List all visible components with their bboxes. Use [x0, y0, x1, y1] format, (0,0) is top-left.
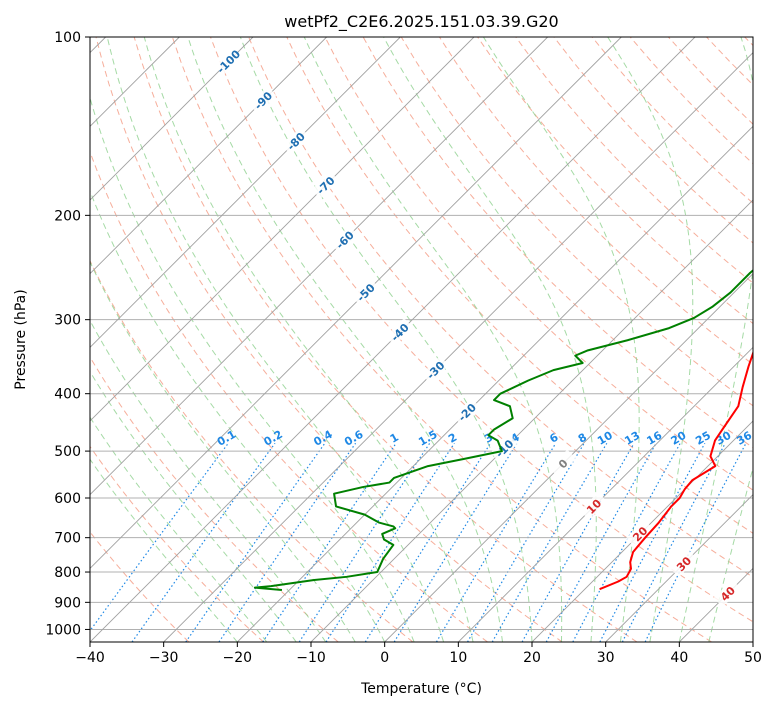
dry-adiabat-line — [133, 37, 638, 642]
mixing-ratio-line — [131, 442, 276, 642]
isotherm-label-background — [669, 549, 698, 578]
y-axis-label: Pressure (hPa) — [13, 289, 29, 389]
isotherm-line — [384, 273, 753, 642]
x-tick-label: −10 — [296, 650, 326, 666]
moist-adiabat-line — [90, 370, 297, 642]
isotherm-line — [310, 199, 753, 642]
moist-adiabat-line — [383, 37, 597, 642]
moist-adiabat-line — [90, 416, 268, 642]
isotherm-label-background — [548, 449, 577, 478]
isotherm-label-background — [249, 86, 277, 114]
y-tick-label: 200 — [54, 208, 81, 224]
moist-adiabat-line — [143, 37, 474, 642]
moist-adiabat-line — [90, 260, 356, 642]
x-axis-ticks: −40 −30 −20 −10 0 10 20 30 40 50 — [75, 642, 762, 666]
mixing-ratio-line — [466, 442, 585, 642]
dry-adiabat-line — [90, 356, 339, 642]
mixing-ratio-line — [298, 442, 431, 642]
isotherm-label-background — [385, 318, 414, 346]
mixing-ratio-line — [621, 442, 726, 642]
mixing-ratio-line — [521, 442, 635, 642]
mixing-ratio-line — [218, 442, 357, 642]
y-axis-ticks: 100 200 300 400 500 600 700 800 900 1000 — [45, 30, 90, 638]
x-tick-label: −40 — [75, 650, 105, 666]
isotherm-label-background — [281, 127, 310, 155]
isotherm-label-background — [490, 434, 518, 462]
dry-adiabat-line — [90, 259, 414, 642]
isotherm-label-background — [713, 579, 742, 608]
mixing-ratio-line — [364, 442, 491, 642]
dry-adiabat-line — [324, 37, 753, 491]
mixing-ratio-line — [435, 442, 557, 642]
moist-adiabat-line — [90, 319, 327, 642]
dry-adiabat-line — [90, 445, 264, 642]
temperature-profile-line — [599, 350, 753, 591]
isotherm-line — [605, 494, 753, 642]
mixing-ratio-line — [185, 442, 326, 642]
x-tick-label: 0 — [380, 650, 389, 666]
isotherm-line — [90, 37, 254, 201]
y-tick-label: 700 — [54, 531, 81, 547]
y-tick-label: 800 — [54, 565, 81, 581]
sounding-profiles — [253, 269, 753, 592]
y-tick-label: 1000 — [45, 622, 81, 638]
x-tick-label: 50 — [744, 650, 762, 666]
moist-adiabat-line — [678, 37, 753, 642]
mixing-ratio-line — [599, 442, 706, 642]
y-tick-label: 500 — [54, 444, 81, 460]
y-tick-label: 300 — [54, 313, 81, 329]
isotherm-line — [90, 37, 548, 496]
mixing-ratio-label: 36 — [734, 429, 754, 448]
y-tick-label: 400 — [54, 387, 81, 403]
x-tick-label: −30 — [149, 650, 179, 666]
moist-adiabat-line — [239, 37, 533, 642]
dry-adiabat-line — [515, 37, 753, 284]
pressure-gridlines — [90, 37, 753, 630]
chart-title: wetPf2_C2E6.2025.151.03.39.G20 — [284, 12, 558, 32]
isotherm-label-background — [625, 519, 654, 548]
isotherm-line — [90, 37, 327, 275]
x-tick-label: 20 — [523, 650, 541, 666]
mixing-ratio-line — [325, 442, 455, 642]
isotherm-line — [90, 37, 475, 422]
isotherm-line — [458, 346, 753, 642]
dewpoint-profile-line — [253, 269, 753, 592]
x-tick-label: −20 — [223, 650, 253, 666]
x-tick-label: 40 — [670, 650, 688, 666]
y-tick-label: 600 — [54, 491, 81, 507]
isotherm-label-background — [579, 492, 608, 520]
isotherm-label-background — [330, 225, 359, 254]
x-tick-label: 30 — [597, 650, 615, 666]
moist-adiabat-line — [90, 458, 238, 642]
moist-adiabat-line — [607, 37, 694, 642]
moist-adiabat-line — [90, 189, 386, 642]
y-tick-label: 900 — [54, 595, 81, 611]
dry-adiabat-line — [248, 37, 753, 578]
moist-adiabat-line — [482, 37, 640, 642]
mixing-ratio-line — [262, 442, 397, 642]
dry-adiabat-line — [171, 37, 712, 642]
dry-adiabat-line — [95, 37, 563, 642]
isotherm-line — [163, 52, 753, 642]
x-axis-label: Temperature (°C) — [360, 681, 482, 697]
isotherm-line — [237, 125, 753, 642]
mixing-ratio-line — [491, 442, 608, 642]
moist-adiabat-line — [303, 37, 563, 642]
isotherm-line — [90, 37, 622, 569]
y-tick-label: 100 — [54, 30, 81, 46]
isotherm-label-background — [311, 171, 340, 199]
isotherm-label-background — [421, 355, 449, 384]
isotherm-label-background — [214, 47, 242, 75]
moist-adiabat-line — [187, 37, 504, 642]
isotherm-label-background — [452, 398, 481, 426]
isotherm-label-background — [351, 278, 380, 306]
x-tick-label: 10 — [449, 650, 467, 666]
plot-frame — [89, 36, 754, 643]
